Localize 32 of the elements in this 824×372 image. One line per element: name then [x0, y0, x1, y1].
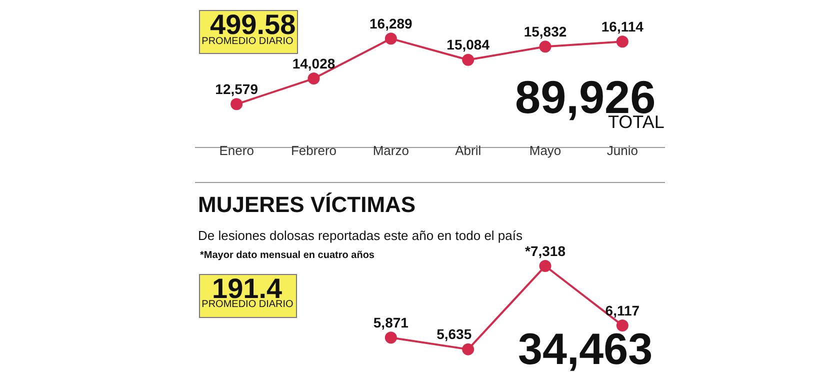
data-label: 5,871: [373, 314, 409, 330]
data-label: 16,289: [370, 15, 413, 32]
point: [230, 98, 243, 110]
data-label: 5,635: [436, 326, 472, 342]
x-tick-label: Febrero: [290, 142, 337, 158]
point: [616, 319, 628, 332]
point: [539, 40, 552, 53]
point: [539, 260, 552, 272]
x-tick-label: Marzo: [372, 142, 409, 158]
annotation: PROMEDIO DIARIO: [200, 299, 294, 310]
x-tick-label: Abril: [455, 142, 482, 158]
data-label: 15,832: [524, 24, 567, 40]
chart-title: MUJERES VÍCTIMAS: [198, 192, 416, 218]
chart-subtitle: De lesiones dolosas reportadas este año en todo el país: [198, 228, 522, 243]
annotation: PROMEDIO DIARIO: [200, 36, 294, 47]
data-label: *7,318: [525, 242, 566, 259]
text: *Mayor dato mensual en cuatro años: [200, 250, 374, 261]
point: [616, 36, 628, 48]
annotation: 34,463: [518, 325, 653, 372]
data-label: 12,579: [215, 81, 258, 98]
x-tick-label: Enero: [219, 142, 254, 158]
point: [462, 54, 474, 66]
data-label: 14,028: [292, 55, 336, 72]
point: [308, 72, 320, 85]
point: [462, 343, 474, 356]
x-tick-label: Mayo: [529, 142, 562, 158]
point: [384, 32, 397, 45]
data-label: 16,114: [601, 18, 644, 35]
point: [384, 332, 397, 344]
data-label: 6,117: [605, 302, 640, 318]
x-tick-label: Junio: [606, 142, 638, 158]
data-label: 15,084: [446, 36, 490, 53]
